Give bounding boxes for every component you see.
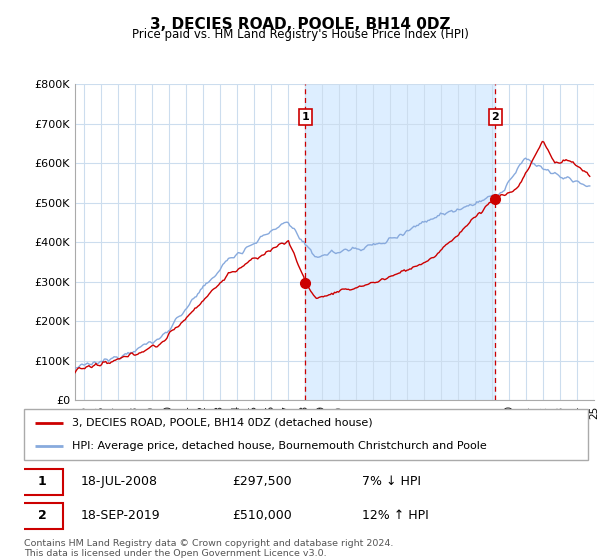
Text: 7% ↓ HPI: 7% ↓ HPI bbox=[362, 475, 421, 488]
FancyBboxPatch shape bbox=[24, 409, 588, 460]
Text: £510,000: £510,000 bbox=[233, 509, 292, 522]
Text: 1: 1 bbox=[38, 475, 47, 488]
Text: 12% ↑ HPI: 12% ↑ HPI bbox=[362, 509, 429, 522]
FancyBboxPatch shape bbox=[21, 469, 64, 495]
Text: 2: 2 bbox=[491, 112, 499, 122]
Text: HPI: Average price, detached house, Bournemouth Christchurch and Poole: HPI: Average price, detached house, Bour… bbox=[72, 441, 487, 451]
FancyBboxPatch shape bbox=[21, 503, 64, 529]
Text: 1: 1 bbox=[302, 112, 309, 122]
Bar bbox=[305, 84, 496, 400]
Text: Price paid vs. HM Land Registry's House Price Index (HPI): Price paid vs. HM Land Registry's House … bbox=[131, 28, 469, 41]
Text: 18-SEP-2019: 18-SEP-2019 bbox=[80, 509, 160, 522]
Text: Contains HM Land Registry data © Crown copyright and database right 2024.
This d: Contains HM Land Registry data © Crown c… bbox=[24, 539, 394, 558]
Text: 3, DECIES ROAD, POOLE, BH14 0DZ (detached house): 3, DECIES ROAD, POOLE, BH14 0DZ (detache… bbox=[72, 418, 373, 428]
Text: 18-JUL-2008: 18-JUL-2008 bbox=[80, 475, 157, 488]
Text: 2: 2 bbox=[38, 509, 47, 522]
Text: £297,500: £297,500 bbox=[233, 475, 292, 488]
Text: 3, DECIES ROAD, POOLE, BH14 0DZ: 3, DECIES ROAD, POOLE, BH14 0DZ bbox=[150, 17, 450, 32]
